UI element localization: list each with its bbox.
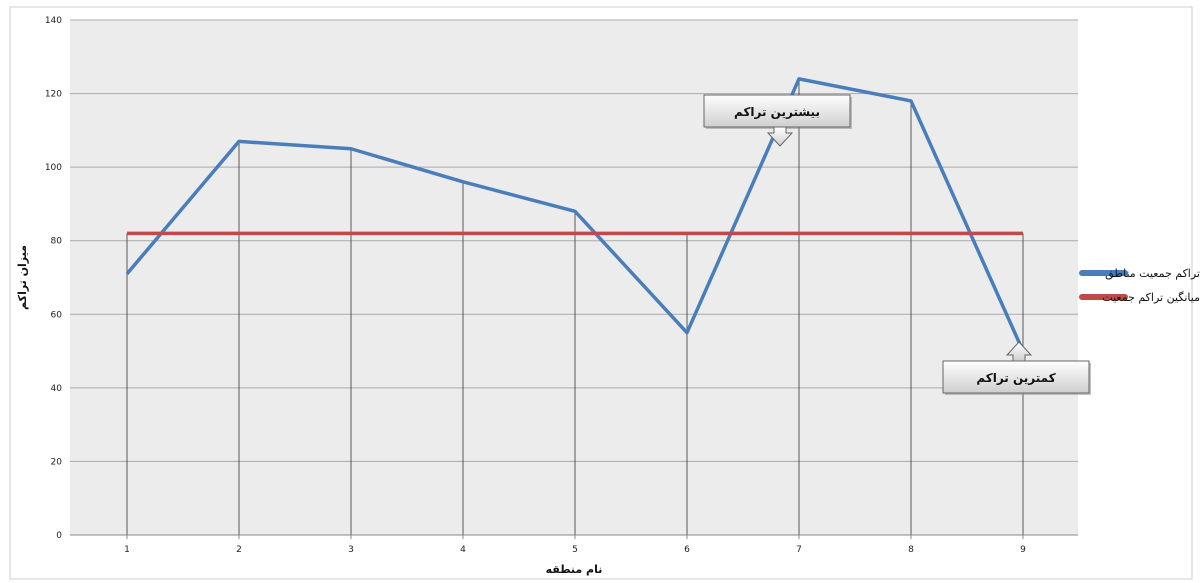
- y-tick-label: 120: [45, 90, 62, 100]
- gridlines: [70, 19, 1078, 462]
- x-tick-labels: 1 2 3 4 5 6 7 8 9: [124, 545, 1026, 555]
- x-tick-label: 3: [348, 545, 354, 555]
- callout-arrow: [1005, 341, 1033, 362]
- callout-2: کمترین تراکم: [942, 341, 1091, 395]
- x-tick-label: 2: [236, 545, 242, 555]
- y-tick-label: 60: [51, 310, 63, 320]
- x-tick-label: 4: [460, 545, 466, 555]
- legend-label: میانگین تراکم جمعیت: [1102, 291, 1200, 304]
- x-axis-title: نام منطقه: [546, 563, 603, 576]
- y-tick-labels: 0 20 40 60 80 100 120 140: [45, 16, 62, 541]
- y-tick-label: 0: [56, 531, 62, 541]
- x-tick-label: 6: [684, 545, 690, 555]
- y-tick-label: 20: [51, 457, 63, 467]
- y-tick-label: 100: [45, 163, 62, 173]
- legend: تراکم جمعیت مناطق میانگین تراکم جمعیت: [1079, 267, 1200, 304]
- x-tick-label: 7: [796, 545, 802, 555]
- y-tick-label: 40: [51, 384, 63, 394]
- y-axis-title: میزان تراکم: [16, 245, 29, 310]
- callout-label: بیشترین تراکم: [734, 105, 820, 119]
- x-tick-label: 1: [124, 545, 130, 555]
- callout-box: [703, 94, 851, 128]
- callout-label: کمترین تراکم: [976, 371, 1055, 385]
- x-tick-label: 9: [1020, 545, 1026, 555]
- drop-lines: [126, 78, 1024, 539]
- callout-1: بیشترین تراکم: [703, 94, 852, 147]
- y-tick-label: 80: [51, 237, 63, 247]
- plot-area: [70, 20, 1078, 535]
- series-lines: [125, 77, 1025, 352]
- callouts: بیشترین تراکم کمترین تراکم: [703, 94, 1091, 395]
- legend-label: تراکم جمعیت مناطق: [1105, 267, 1200, 281]
- x-tick-label: 8: [908, 545, 914, 555]
- x-tick-label: 5: [572, 545, 578, 555]
- callout-box: [942, 360, 1090, 394]
- y-tick-label: 140: [45, 16, 62, 26]
- callout-arrow: [766, 126, 794, 147]
